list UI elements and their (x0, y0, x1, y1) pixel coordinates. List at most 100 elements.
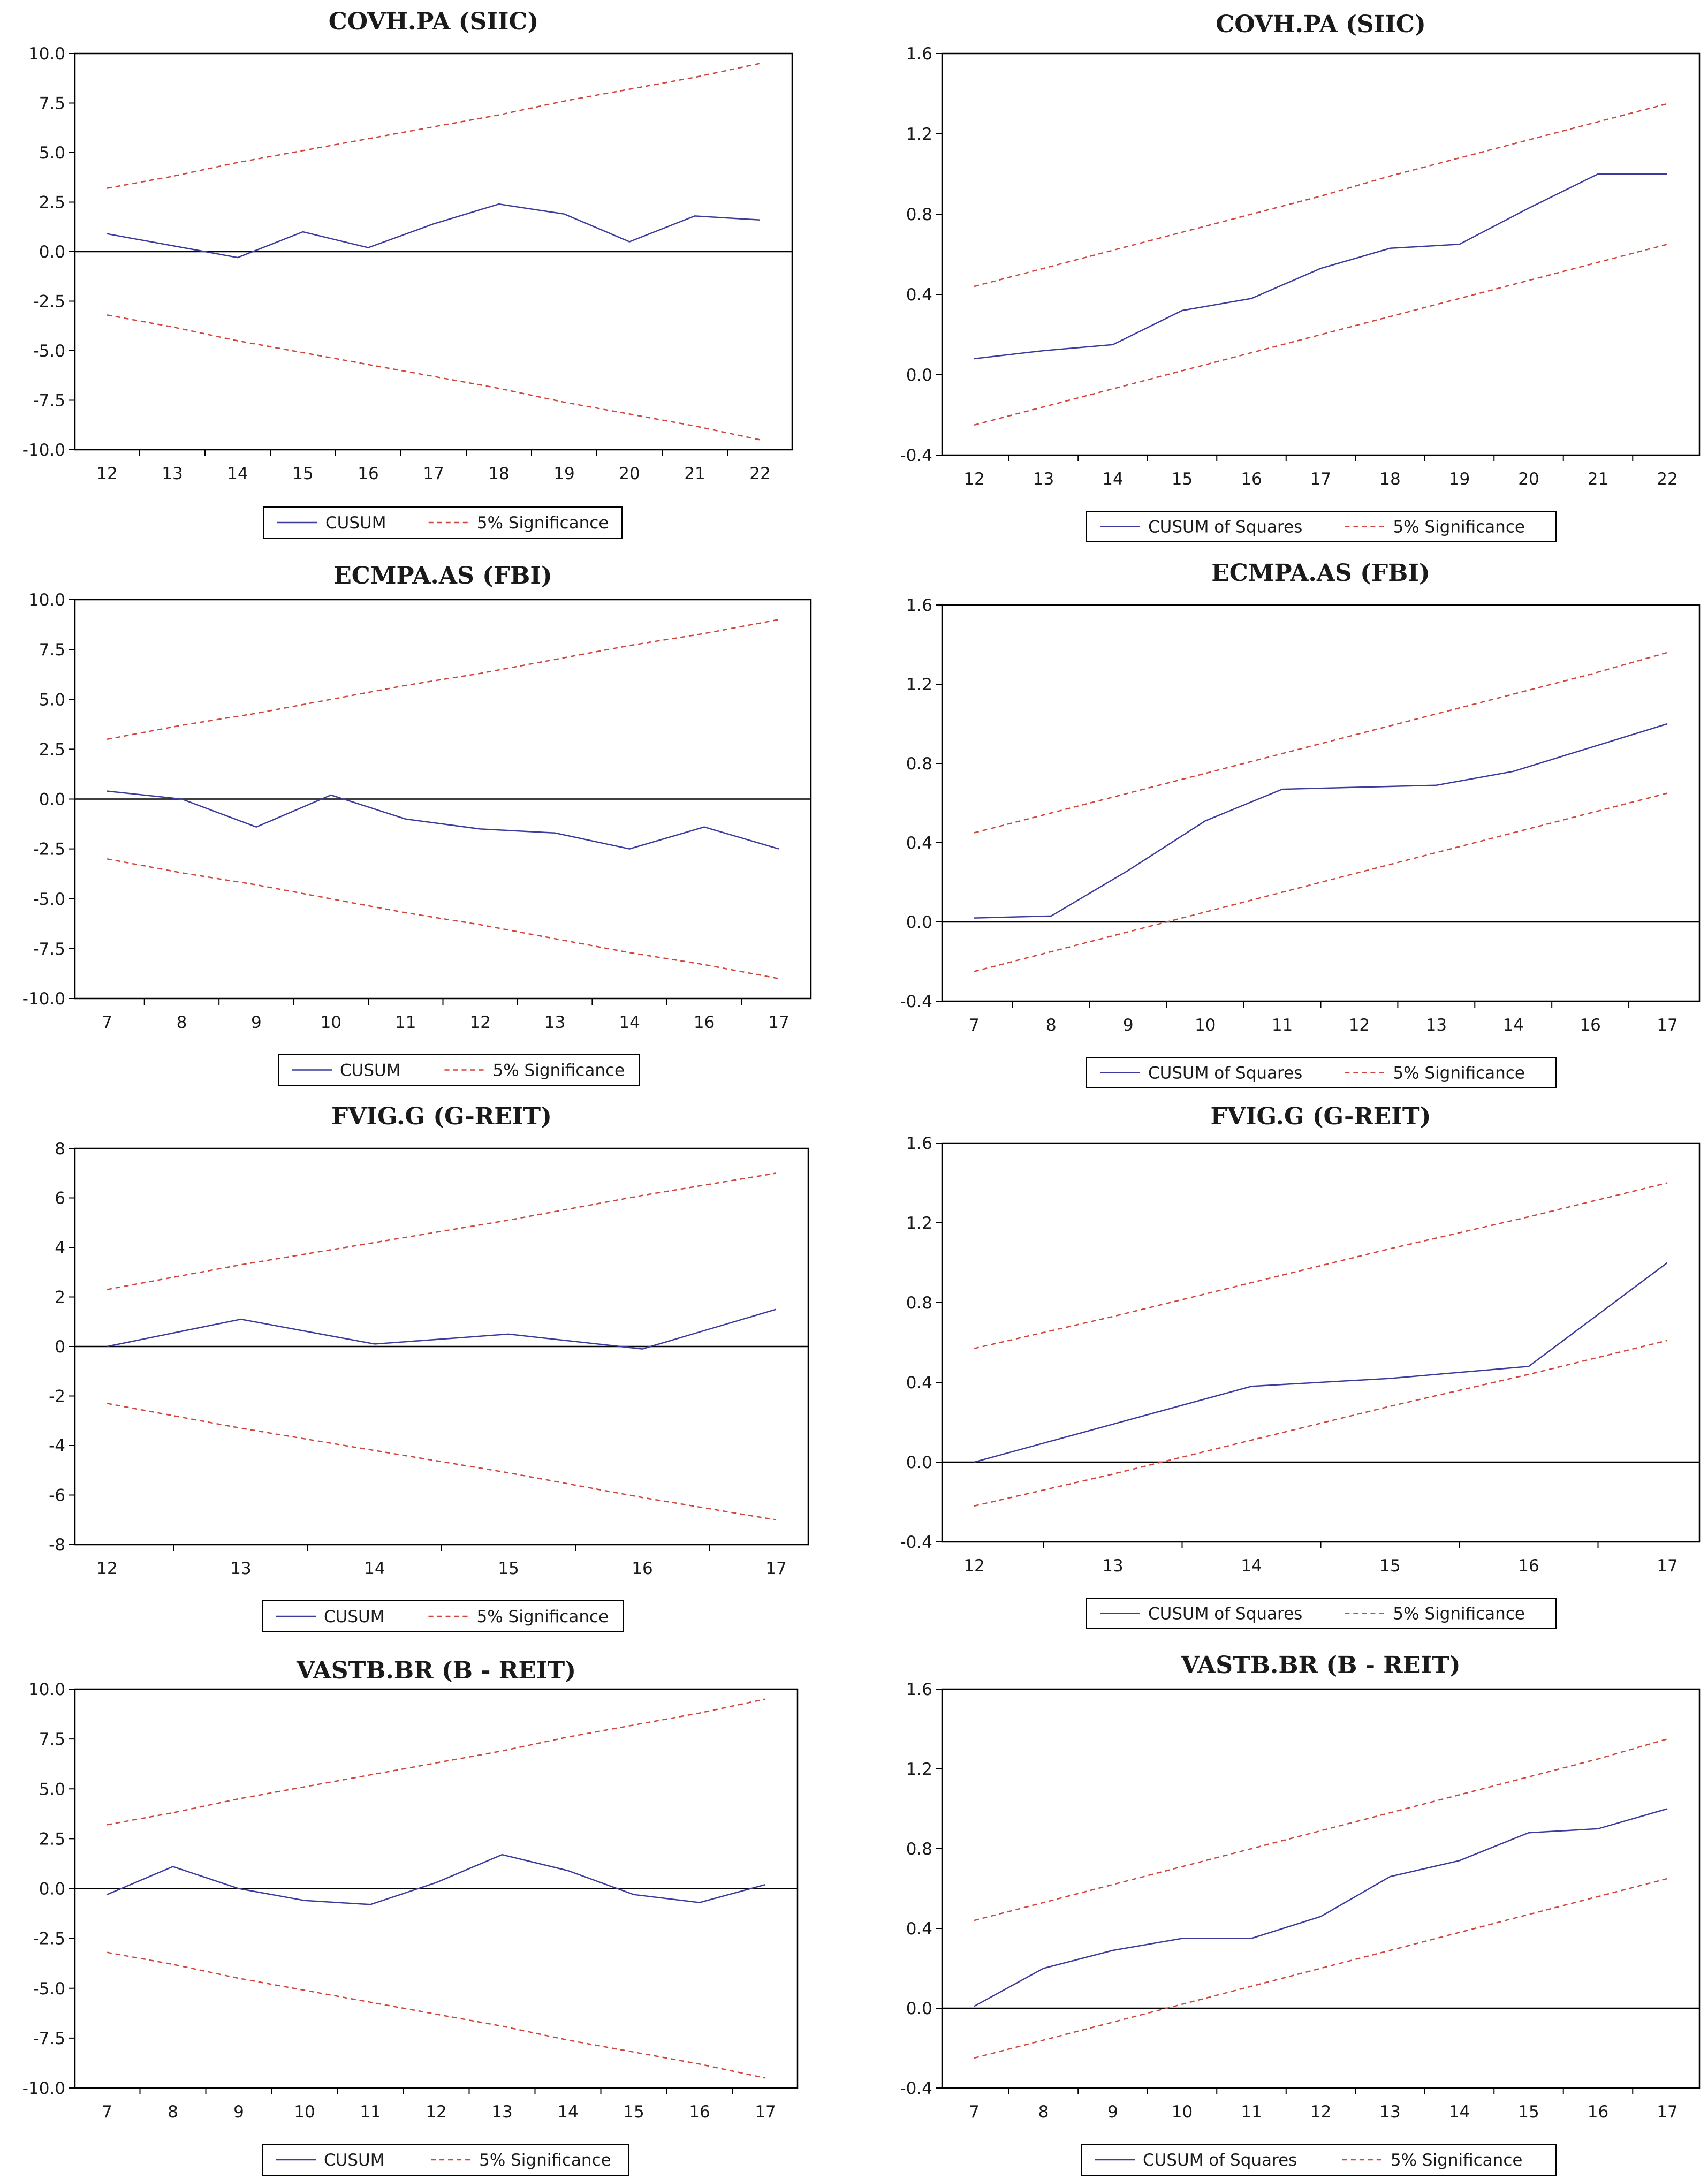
legend-label-significance: 5% Significance (1391, 2151, 1523, 2170)
y-tick-label: -7.5 (33, 2029, 66, 2048)
x-tick-label: 14 (1449, 2102, 1470, 2122)
legend-label-significance: 5% Significance (477, 513, 609, 533)
legend-label-significance: 5% Significance (477, 1607, 609, 1626)
x-tick-label: 13 (1033, 470, 1054, 489)
y-tick-label: 7.5 (39, 94, 65, 114)
y-tick-label: -10.0 (22, 2079, 65, 2098)
x-tick-label: 10 (321, 1013, 341, 1032)
legend-label-significance: 5% Significance (1393, 518, 1525, 537)
y-tick-label: 0 (55, 1337, 65, 1357)
x-tick-label: 12 (96, 464, 117, 483)
y-tick-label: 0.8 (906, 1293, 932, 1313)
x-tick-label: 21 (684, 464, 705, 483)
y-tick-label: -10.0 (22, 989, 65, 1009)
y-tick-label: 1.6 (906, 44, 932, 64)
x-tick-label: 21 (1588, 470, 1608, 489)
legend-label-cusum: CUSUM of Squares (1148, 518, 1302, 537)
x-tick-label: 22 (749, 464, 770, 483)
x-tick-label: 14 (1502, 1016, 1523, 1035)
y-tick-label: -4 (49, 1436, 65, 1456)
x-tick-label: 8 (1046, 1016, 1057, 1035)
y-tick-label: 0.4 (906, 285, 932, 305)
legend: CUSUM of Squares 5% Significance (1086, 1057, 1557, 1088)
lower-significance-line (974, 1878, 1668, 2059)
x-tick-label: 8 (177, 1013, 187, 1032)
y-tick-label: -6 (49, 1486, 65, 1505)
y-tick-label: -5.0 (33, 890, 66, 909)
chart-title: FVIG.G (G-REIT) (331, 1103, 552, 1130)
x-tick-label: 7 (969, 2102, 980, 2122)
lower-significance-line (107, 314, 761, 441)
y-tick-label: -10.0 (22, 441, 65, 460)
x-tick-label: 17 (768, 1013, 789, 1032)
y-tick-label: 10.0 (28, 591, 65, 610)
x-tick-label: 15 (1518, 2102, 1539, 2122)
x-tick-label: 9 (1107, 2102, 1118, 2122)
x-tick-label: 7 (102, 2102, 112, 2122)
legend: CUSUM of Squares 5% Significance (1081, 2144, 1557, 2176)
x-tick-label: 15 (292, 464, 313, 483)
y-tick-label: 5.0 (39, 690, 65, 709)
x-tick-label: 8 (1038, 2102, 1049, 2122)
y-tick-label: 1.2 (906, 1214, 932, 1233)
y-tick-label: 0.0 (39, 790, 65, 809)
chart-panel-row4-right: VASTB.BR (B - REIT) 1.6 1.2 0.8 0.4 0.0 -0.4 7 8… (900, 1652, 1701, 2176)
x-tick-label: 12 (1310, 2102, 1331, 2122)
x-tick-label: 18 (488, 464, 509, 483)
x-tick-label: 17 (1657, 2102, 1677, 2122)
x-tick-label: 14 (364, 1559, 385, 1578)
y-tick-label: -0.4 (900, 992, 933, 1011)
legend-box (1086, 511, 1557, 542)
x-tick-label: 7 (102, 1013, 112, 1032)
plot-frame (941, 52, 1701, 456)
x-tick-label: 17 (1657, 1016, 1677, 1035)
x-tick-label: 10 (294, 2102, 315, 2122)
x-tick-label: 14 (557, 2102, 578, 2122)
y-tick-label: 2.5 (39, 740, 65, 759)
cusum-line (974, 1262, 1668, 1463)
chart-panel-row3-left: FVIG.G (G-REIT) 8 6 4 2 0 -2 -4 -6 -8 12 13 14 15 16 17… (49, 1103, 809, 1632)
y-tick-label: -0.4 (900, 1533, 933, 1552)
y-tick-label: -2.5 (33, 292, 66, 312)
y-tick-label: 0.0 (39, 243, 65, 262)
legend-box (262, 1600, 624, 1632)
y-tick-label: 10.0 (28, 44, 65, 64)
legend-label-cusum: CUSUM (325, 513, 386, 533)
upper-significance-line (974, 652, 1668, 834)
chart-title: VASTB.BR (B - REIT) (1180, 1652, 1460, 1679)
y-tick-label: -2.5 (33, 1930, 66, 1949)
x-tick-label: 17 (1310, 470, 1331, 489)
y-tick-label: 0.0 (906, 913, 932, 932)
x-tick-label: 12 (963, 470, 984, 489)
x-tick-label: 20 (1518, 470, 1539, 489)
y-tick-label: -7.5 (33, 391, 66, 411)
x-tick-label: 11 (395, 1013, 416, 1032)
y-tick-label: -0.4 (900, 2079, 933, 2098)
cusum-line (107, 790, 779, 850)
x-tick-label: 16 (1518, 1556, 1539, 1576)
cusum-line (974, 723, 1668, 919)
x-tick-label: 9 (1123, 1016, 1134, 1035)
legend-label-significance: 5% Significance (1393, 1064, 1525, 1083)
legend-label-significance: 5% Significance (1393, 1605, 1525, 1624)
x-tick-label: 7 (969, 1016, 980, 1035)
y-tick-label: 2.5 (39, 193, 65, 213)
x-tick-label: 15 (498, 1559, 519, 1578)
y-tick-label: 1.2 (906, 125, 932, 144)
chart-title: COVH.PA (SIIC) (1216, 11, 1426, 38)
x-tick-label: 13 (491, 2102, 512, 2122)
y-tick-label: -2.5 (33, 840, 66, 859)
upper-significance-line (107, 1172, 777, 1290)
y-tick-label: 2.5 (39, 1829, 65, 1849)
cusum-line (107, 1308, 777, 1350)
chart-title: FVIG.G (G-REIT) (1211, 1103, 1431, 1130)
upper-significance-line (974, 1738, 1668, 1921)
chart-panel-row1-left: COVH.PA (SIIC) 10.0 7.5 5.0 2.5 0.0 -2.5 -5.0 -7… (22, 8, 793, 539)
legend: CUSUM 5% Significance (263, 506, 623, 539)
cusum-line (107, 203, 761, 259)
y-tick-label: 1.6 (906, 1680, 932, 1699)
upper-significance-line (974, 1182, 1668, 1349)
legend-label-cusum: CUSUM (324, 2151, 384, 2170)
y-tick-label: -7.5 (33, 940, 66, 959)
